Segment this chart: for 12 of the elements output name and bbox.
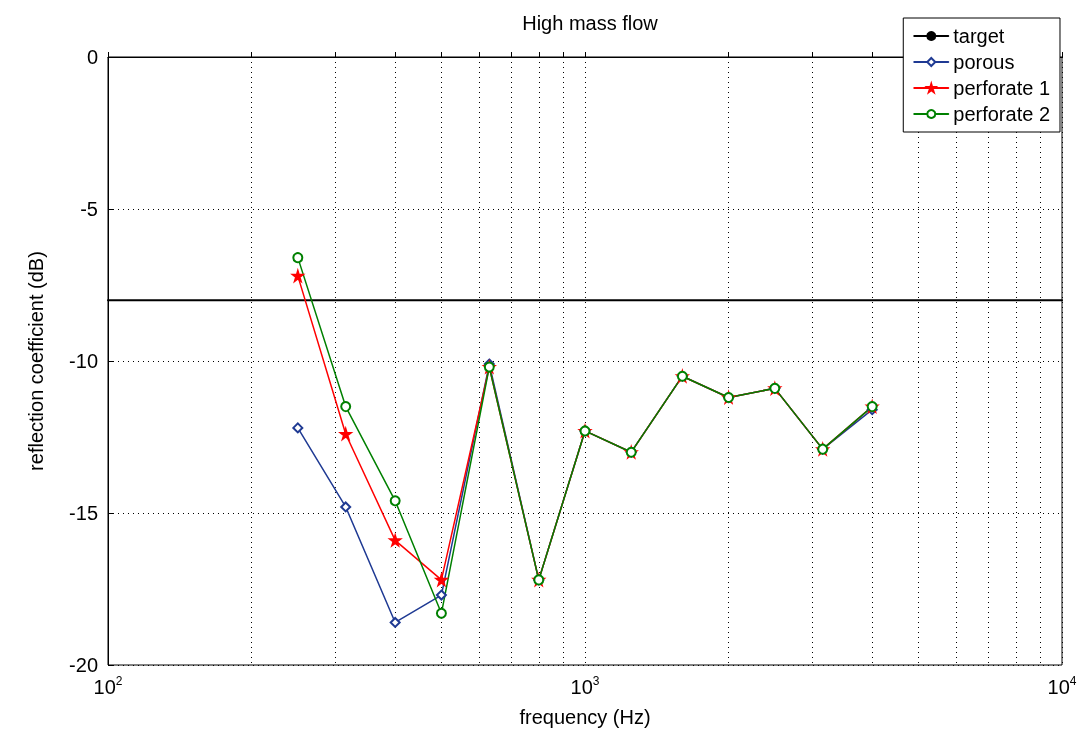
y-tick-label: -15: [69, 502, 98, 524]
chart-title: High mass flow: [522, 12, 659, 34]
y-tick-label: -5: [80, 198, 98, 220]
legend-label: perforate 2: [953, 103, 1051, 125]
x-axis-title: frequency (Hz): [519, 706, 651, 728]
y-tick-label: -20: [69, 654, 98, 676]
legend-label: target: [953, 25, 1005, 47]
y-tick-label: 0: [86, 46, 98, 68]
y-axis-title: reflection coefficient (dB): [25, 251, 47, 471]
legend-label: perforate 1: [953, 77, 1051, 99]
y-tick-label: -10: [69, 350, 98, 372]
legend-label: porous: [953, 51, 1015, 73]
